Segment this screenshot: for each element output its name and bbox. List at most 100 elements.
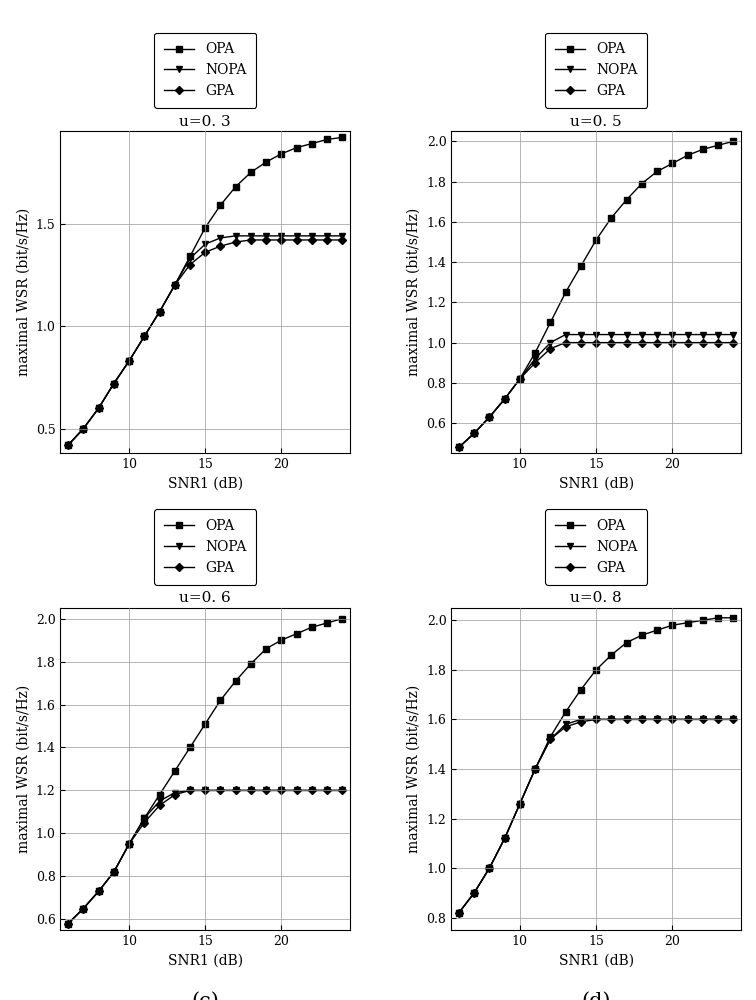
Title: u=0. 3: u=0. 3 [179, 115, 231, 129]
GPA [185, 784, 194, 796]
NOPA [546, 733, 555, 745]
GPA [546, 343, 555, 355]
NOPA [652, 329, 662, 341]
NOPA [454, 907, 463, 919]
OPA [668, 157, 677, 169]
NOPA [699, 713, 708, 725]
OPA [637, 629, 646, 641]
Line: GPA: GPA [65, 237, 345, 448]
NOPA [140, 812, 149, 824]
NOPA [246, 230, 256, 242]
NOPA [531, 353, 540, 365]
OPA [683, 617, 692, 629]
NOPA [668, 329, 677, 341]
NOPA [155, 306, 164, 318]
GPA [170, 279, 179, 291]
GPA [170, 789, 179, 801]
NOPA [516, 373, 525, 385]
GPA [262, 234, 271, 246]
OPA [185, 250, 194, 262]
OPA [170, 279, 179, 291]
NOPA [683, 713, 692, 725]
NOPA [500, 393, 510, 405]
NOPA [216, 784, 225, 796]
GPA [454, 441, 463, 453]
NOPA [592, 329, 601, 341]
OPA [323, 617, 332, 629]
OPA [516, 798, 525, 810]
NOPA [485, 862, 494, 874]
NOPA [170, 787, 179, 799]
OPA [485, 411, 494, 423]
OPA [231, 675, 240, 687]
OPA [216, 199, 225, 211]
OPA [454, 907, 463, 919]
Line: OPA: OPA [456, 139, 736, 450]
Line: NOPA: NOPA [456, 717, 736, 915]
GPA [652, 713, 662, 725]
GPA [185, 259, 194, 271]
GPA [216, 784, 225, 796]
Text: (c): (c) [191, 991, 219, 1000]
OPA [729, 135, 738, 147]
GPA [79, 903, 88, 915]
GPA [714, 337, 723, 349]
GPA [277, 234, 286, 246]
NOPA [338, 230, 347, 242]
OPA [94, 885, 103, 897]
OPA [277, 634, 286, 646]
Legend: OPA, NOPA, GPA: OPA, NOPA, GPA [545, 509, 647, 585]
GPA [729, 337, 738, 349]
OPA [64, 918, 73, 930]
OPA [246, 658, 256, 670]
NOPA [308, 230, 317, 242]
NOPA [292, 230, 301, 242]
Y-axis label: maximal WSR (bit/s/Hz): maximal WSR (bit/s/Hz) [407, 208, 421, 376]
GPA [338, 234, 347, 246]
OPA [64, 439, 73, 451]
OPA [323, 133, 332, 145]
OPA [170, 765, 179, 777]
OPA [683, 149, 692, 161]
GPA [652, 337, 662, 349]
NOPA [607, 329, 616, 341]
OPA [125, 838, 134, 850]
NOPA [79, 903, 88, 915]
OPA [592, 664, 601, 676]
OPA [308, 138, 317, 150]
GPA [668, 713, 677, 725]
OPA [308, 621, 317, 633]
GPA [500, 393, 510, 405]
OPA [155, 789, 164, 801]
Title: u=0. 5: u=0. 5 [570, 115, 622, 129]
Legend: OPA, NOPA, GPA: OPA, NOPA, GPA [545, 33, 647, 108]
OPA [110, 866, 119, 878]
Line: NOPA: NOPA [65, 788, 345, 926]
GPA [79, 423, 88, 435]
GPA [200, 246, 209, 258]
OPA [714, 612, 723, 624]
NOPA [714, 713, 723, 725]
GPA [94, 885, 103, 897]
NOPA [79, 423, 88, 435]
GPA [485, 411, 494, 423]
GPA [216, 240, 225, 252]
GPA [308, 234, 317, 246]
OPA [699, 614, 708, 626]
OPA [592, 234, 601, 246]
X-axis label: SNR1 (dB): SNR1 (dB) [168, 953, 243, 967]
Line: OPA: OPA [65, 616, 345, 926]
NOPA [64, 918, 73, 930]
GPA [110, 378, 119, 390]
NOPA [637, 329, 646, 341]
Title: u=0. 6: u=0. 6 [179, 591, 231, 605]
NOPA [561, 718, 570, 730]
GPA [155, 306, 164, 318]
NOPA [246, 784, 256, 796]
OPA [546, 316, 555, 328]
X-axis label: SNR1 (dB): SNR1 (dB) [559, 477, 634, 491]
GPA [531, 357, 540, 369]
NOPA [216, 232, 225, 244]
GPA [155, 799, 164, 811]
OPA [338, 613, 347, 625]
